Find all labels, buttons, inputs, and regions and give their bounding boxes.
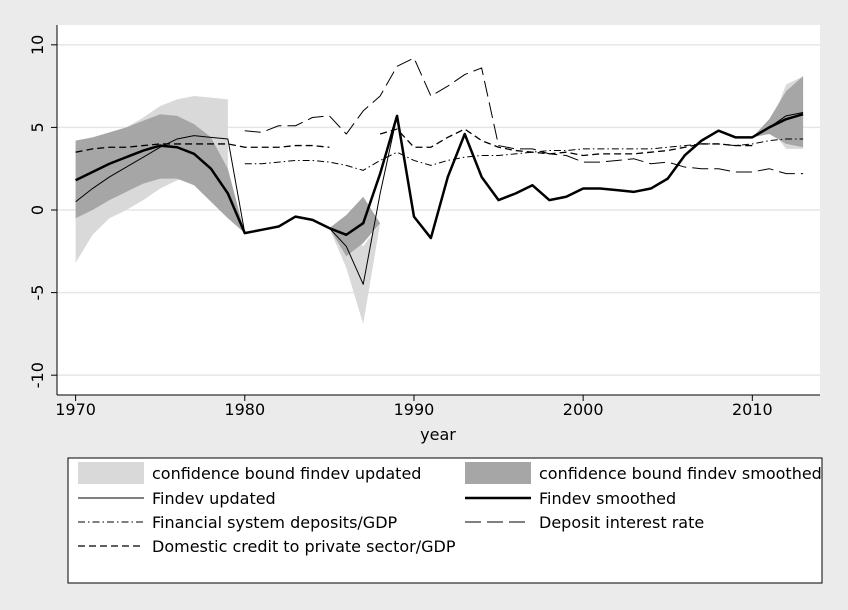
legend-label: Findev smoothed — [539, 489, 676, 508]
x-tick-label: 1990 — [394, 400, 435, 419]
x-tick-label: 2000 — [563, 400, 604, 419]
legend-label: Financial system deposits/GDP — [152, 513, 398, 532]
legend-label: Findev updated — [152, 489, 276, 508]
x-tick-label: 1980 — [224, 400, 265, 419]
legend-swatch — [465, 462, 531, 484]
series-line — [75, 128, 753, 157]
series-line — [244, 57, 804, 175]
legend-label: confidence bound findev smoothed — [539, 464, 822, 483]
legend — [67, 457, 823, 584]
series-line — [244, 138, 804, 171]
y-tick-label: 0 — [28, 205, 47, 215]
series-line — [75, 112, 804, 240]
x-axis-title: year — [420, 425, 456, 444]
y-tick-label: -10 — [28, 362, 47, 388]
y-tick-label: 5 — [28, 122, 47, 132]
y-tick-label: -5 — [28, 285, 47, 301]
x-tick-label: 2010 — [732, 400, 773, 419]
legend-label: Deposit interest rate — [539, 513, 704, 532]
legend-swatch — [78, 462, 144, 484]
x-tick-label: 1970 — [55, 400, 96, 419]
legend-label: confidence bound findev updated — [152, 464, 421, 483]
legend-label: Domestic credit to private sector/GDP — [152, 537, 456, 556]
y-tick-label: 10 — [28, 35, 47, 55]
